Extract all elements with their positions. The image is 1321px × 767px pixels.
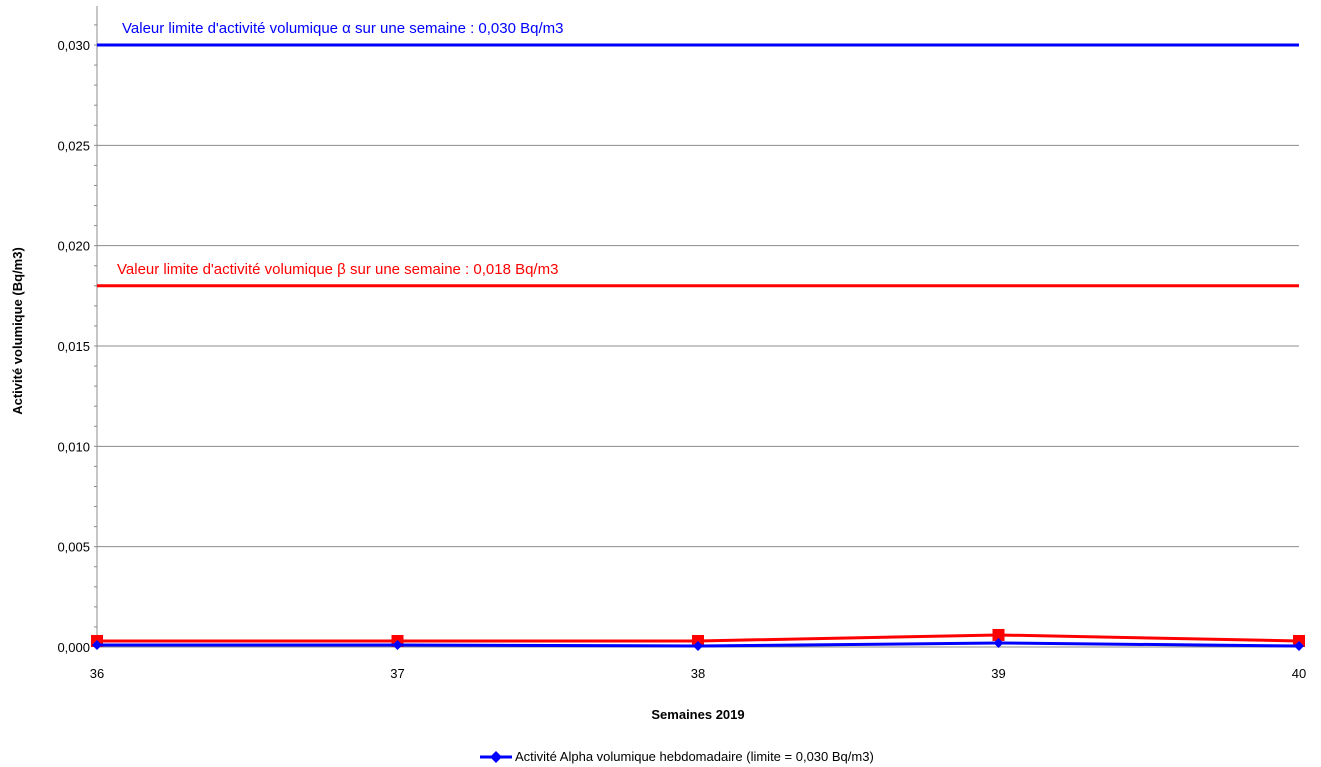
y-axis-title: Activité volumique (Bq/m3) (10, 247, 25, 415)
y-tick-labels: 0,000 0,005 0,010 0,015 0,020 0,025 0,030 (57, 38, 90, 655)
x-tick-label: 40 (1292, 666, 1306, 681)
x-tick-label: 36 (90, 666, 104, 681)
y-tick-label: 0,010 (57, 439, 90, 454)
gridlines (97, 44, 1299, 648)
y-tick-label: 0,025 (57, 138, 90, 153)
data-point-beta (692, 634, 704, 647)
legend-alpha-label: Activité Alpha volumique hebdomadaire (l… (515, 749, 874, 764)
x-axis-title: Semaines 2019 (651, 707, 744, 722)
x-tick-label: 37 (390, 666, 404, 681)
legend: Activité Alpha volumique hebdomadaire (l… (480, 749, 874, 764)
reference-lines: Valeur limite d'activité volumique α sur… (97, 20, 1299, 288)
data-point-alpha (693, 640, 703, 651)
data-point-alpha (993, 637, 1004, 648)
y-tick-label: 0,005 (57, 540, 90, 555)
y-tick-label: 0,015 (57, 339, 90, 354)
x-tick-label: 39 (991, 666, 1005, 681)
y-tick-label: 0,030 (57, 38, 90, 53)
data-point-beta (992, 628, 1005, 641)
y-tick-label: 0,000 (57, 640, 90, 655)
reference-label-beta: Valeur limite d'activité volumique β sur… (117, 261, 558, 278)
x-tick-label: 38 (691, 666, 705, 681)
legend-alpha-marker (490, 751, 502, 763)
data-point-alpha (92, 639, 102, 650)
axes (94, 6, 98, 648)
y-tick-label: 0,020 (57, 239, 90, 254)
data-point-alpha (392, 639, 403, 650)
reference-label-alpha: Valeur limite d'activité volumique α sur… (122, 20, 563, 37)
data-point-beta (1293, 634, 1305, 647)
x-tick-labels: 36 37 38 39 40 (90, 666, 1306, 681)
data-point-alpha (1294, 640, 1304, 651)
series (91, 628, 1305, 651)
